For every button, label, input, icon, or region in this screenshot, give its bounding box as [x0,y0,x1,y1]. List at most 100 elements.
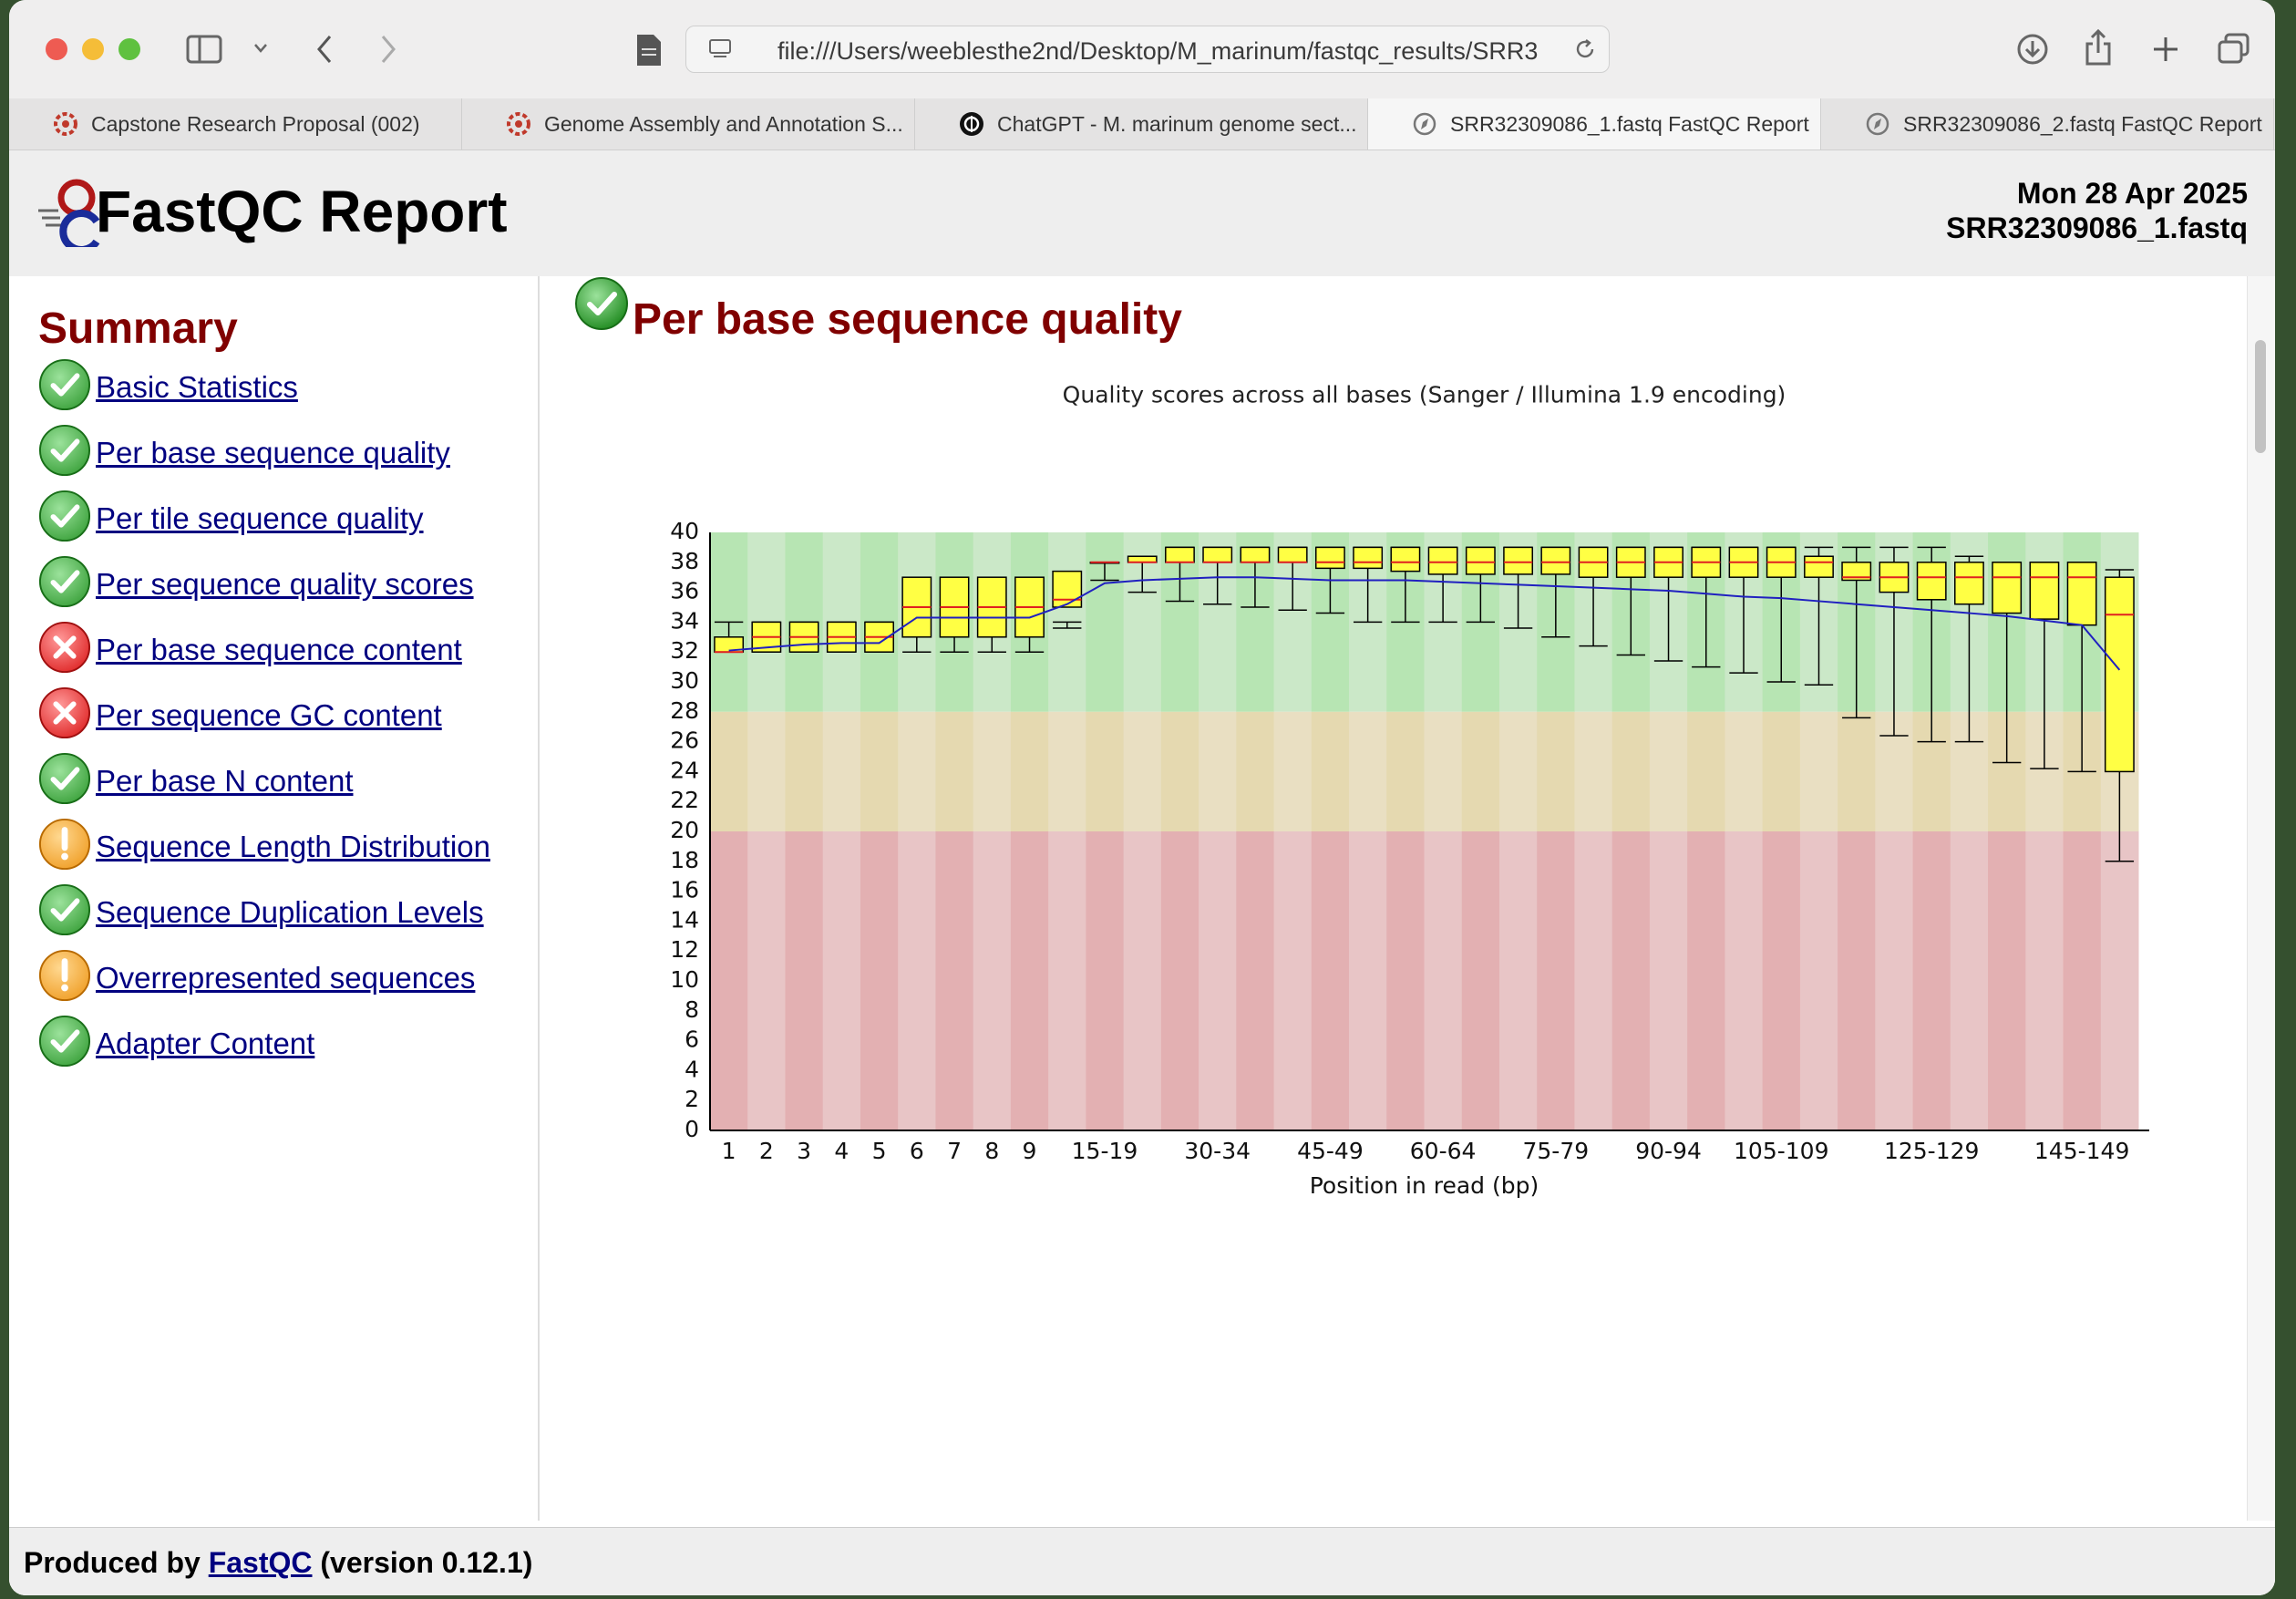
reload-icon[interactable] [1574,38,1596,60]
x-tick-label: 30-34 [1184,1138,1251,1164]
band-poor [1499,831,1538,1130]
x-tick-label: 9 [1023,1138,1037,1164]
band-poor [1312,831,1350,1130]
band-poor [1650,831,1688,1130]
summary-link[interactable]: Per base sequence content [96,633,462,667]
section-title: Per base sequence quality [633,294,1182,345]
y-tick-label: 36 [670,578,699,604]
back-arrow-icon[interactable] [315,35,334,64]
x-tick-label: 15-19 [1072,1138,1138,1164]
band-poor [1161,831,1199,1130]
band-reasonable [1537,712,1575,831]
quality-box [1955,562,1983,604]
page-content: FastQC Report Mon 28 Apr 2025 SRR3230908… [9,150,2275,1595]
share-icon[interactable] [2084,29,2113,66]
band-poor [1124,831,1162,1130]
x-tick-label: 2 [759,1138,774,1164]
pass-icon [38,1015,91,1068]
tab-fastqc-report-2[interactable]: SRR32309086_2.fastq FastQC Report [1821,98,2274,150]
band-reasonable [935,712,973,831]
band-poor [1838,831,1876,1130]
band-poor [1425,831,1463,1130]
band-poor [1988,831,2026,1130]
band-reasonable [1612,712,1651,831]
summary-link[interactable]: Adapter Content [96,1026,314,1061]
band-reasonable [1763,712,1801,831]
fastqc-link[interactable]: FastQC [209,1546,313,1579]
quality-box [2067,562,2095,625]
band-poor [1612,831,1651,1130]
summary-link[interactable]: Overrepresented sequences [96,961,475,996]
scrollbar-thumb[interactable] [2255,340,2266,453]
document-icon[interactable] [634,33,664,67]
tab-label: SRR32309086_1.fastq FastQC Report [1450,112,1813,137]
quality-box [2030,562,2058,619]
openai-icon [959,111,984,137]
summary-link[interactable]: Sequence Length Distribution [96,830,490,864]
tab-capstone[interactable]: Capstone Research Proposal (002) [9,98,462,150]
y-tick-label: 40 [670,518,699,544]
x-tick-label: 4 [834,1138,849,1164]
quality-box [1918,562,1946,600]
band-reasonable [1161,712,1199,831]
tab-genome-assembly[interactable]: Genome Assembly and Annotation S... [462,98,915,150]
minimize-window-button[interactable] [82,38,104,60]
summary-link[interactable]: Basic Statistics [96,370,298,405]
quality-box [1241,547,1269,562]
band-reasonable [1838,712,1876,831]
x-tick-label: 125-129 [1884,1138,1979,1164]
close-window-button[interactable] [46,38,67,60]
downloads-icon[interactable] [2016,33,2049,66]
summary-link[interactable]: Per base sequence quality [96,436,450,470]
chevron-down-icon[interactable] [253,42,268,55]
page-scrollbar[interactable] [2247,276,2275,1521]
report-meta: Mon 28 Apr 2025 SRR32309086_1.fastq [1946,176,2248,245]
band-poor [1763,831,1801,1130]
y-tick-label: 26 [670,727,699,754]
summary-link[interactable]: Sequence Duplication Levels [96,895,484,930]
address-bar[interactable]: file:///Users/weeblesthe2nd/Desktop/M_ma… [685,26,1610,73]
x-tick-label: 3 [797,1138,811,1164]
y-tick-label: 0 [685,1116,699,1142]
y-tick-label: 2 [685,1086,699,1112]
band-reasonable [1011,712,1049,831]
summary-link[interactable]: Per tile sequence quality [96,501,424,536]
tab-label: SRR32309086_2.fastq FastQC Report [1903,112,2266,137]
y-tick-label: 16 [670,877,699,903]
url-text[interactable]: file:///Users/weeblesthe2nd/Desktop/M_ma… [777,37,1543,66]
band-reasonable [710,712,748,831]
tab-overview-icon[interactable] [2217,33,2251,66]
y-tick-label: 20 [670,817,699,843]
summary-link[interactable]: Per sequence GC content [96,698,442,733]
new-tab-icon[interactable] [2151,35,2180,64]
band-poor [1048,831,1086,1130]
zoom-window-button[interactable] [118,38,140,60]
y-tick-label: 18 [670,847,699,873]
page-settings-icon[interactable] [708,38,732,60]
band-reasonable [1687,712,1725,831]
x-tick-label: 105-109 [1734,1138,1828,1164]
band-reasonable [973,712,1012,831]
y-tick-label: 22 [670,787,699,813]
sidebar-toggle-icon[interactable] [186,35,222,64]
summary-link[interactable]: Per base N content [96,764,354,799]
y-tick-label: 28 [670,697,699,724]
footer-prefix: Produced by [24,1546,209,1579]
pass-icon [574,276,629,331]
tab-fastqc-report-1[interactable]: SRR32309086_1.fastq FastQC Report [1368,98,1821,150]
y-tick-label: 10 [670,966,699,993]
x-tick-label: 5 [872,1138,887,1164]
quality-box [1428,547,1457,574]
x-tick-label: 8 [984,1138,999,1164]
band-reasonable [898,712,936,831]
band-reasonable [1124,712,1162,831]
y-tick-label: 6 [685,1026,699,1053]
forward-arrow-icon[interactable] [379,35,397,64]
y-tick-label: 14 [670,906,699,933]
pass-icon [38,424,91,477]
band-poor [2101,831,2139,1130]
x-tick-label: 7 [947,1138,962,1164]
summary-link[interactable]: Per sequence quality scores [96,567,474,602]
band-poor [973,831,1012,1130]
tab-chatgpt[interactable]: ChatGPT - M. marinum genome sect... [915,98,1368,150]
